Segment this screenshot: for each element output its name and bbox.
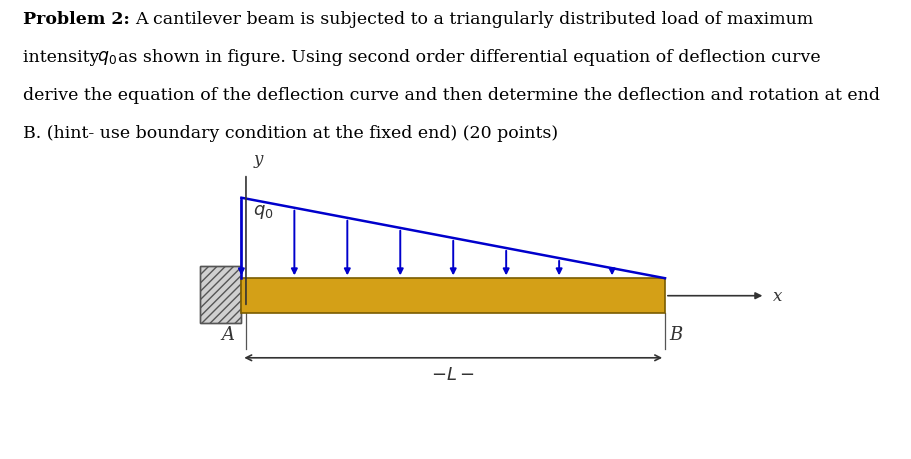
Text: $q_0$: $q_0$: [253, 203, 274, 221]
Text: A cantilever beam is subjected to a triangularly distributed load of maximum: A cantilever beam is subjected to a tria…: [135, 11, 814, 28]
Text: A: A: [221, 325, 234, 343]
Text: $q_0$: $q_0$: [97, 49, 118, 67]
Bar: [241, 279, 665, 313]
Text: Problem 2:: Problem 2:: [23, 11, 129, 28]
Text: derive the equation of the deflection curve and then determine the deflection an: derive the equation of the deflection cu…: [23, 87, 880, 104]
Bar: [200, 266, 241, 324]
Bar: [200, 266, 241, 324]
Text: B: B: [670, 325, 683, 343]
Text: $-L-$: $-L-$: [431, 365, 476, 383]
Text: intensity: intensity: [23, 49, 105, 66]
Text: x: x: [773, 288, 782, 304]
Text: y: y: [253, 151, 262, 168]
Text: as shown in figure. Using second order differential equation of deflection curve: as shown in figure. Using second order d…: [118, 49, 820, 66]
Text: B. (hint- use boundary condition at the fixed end) (20 points): B. (hint- use boundary condition at the …: [23, 124, 558, 141]
